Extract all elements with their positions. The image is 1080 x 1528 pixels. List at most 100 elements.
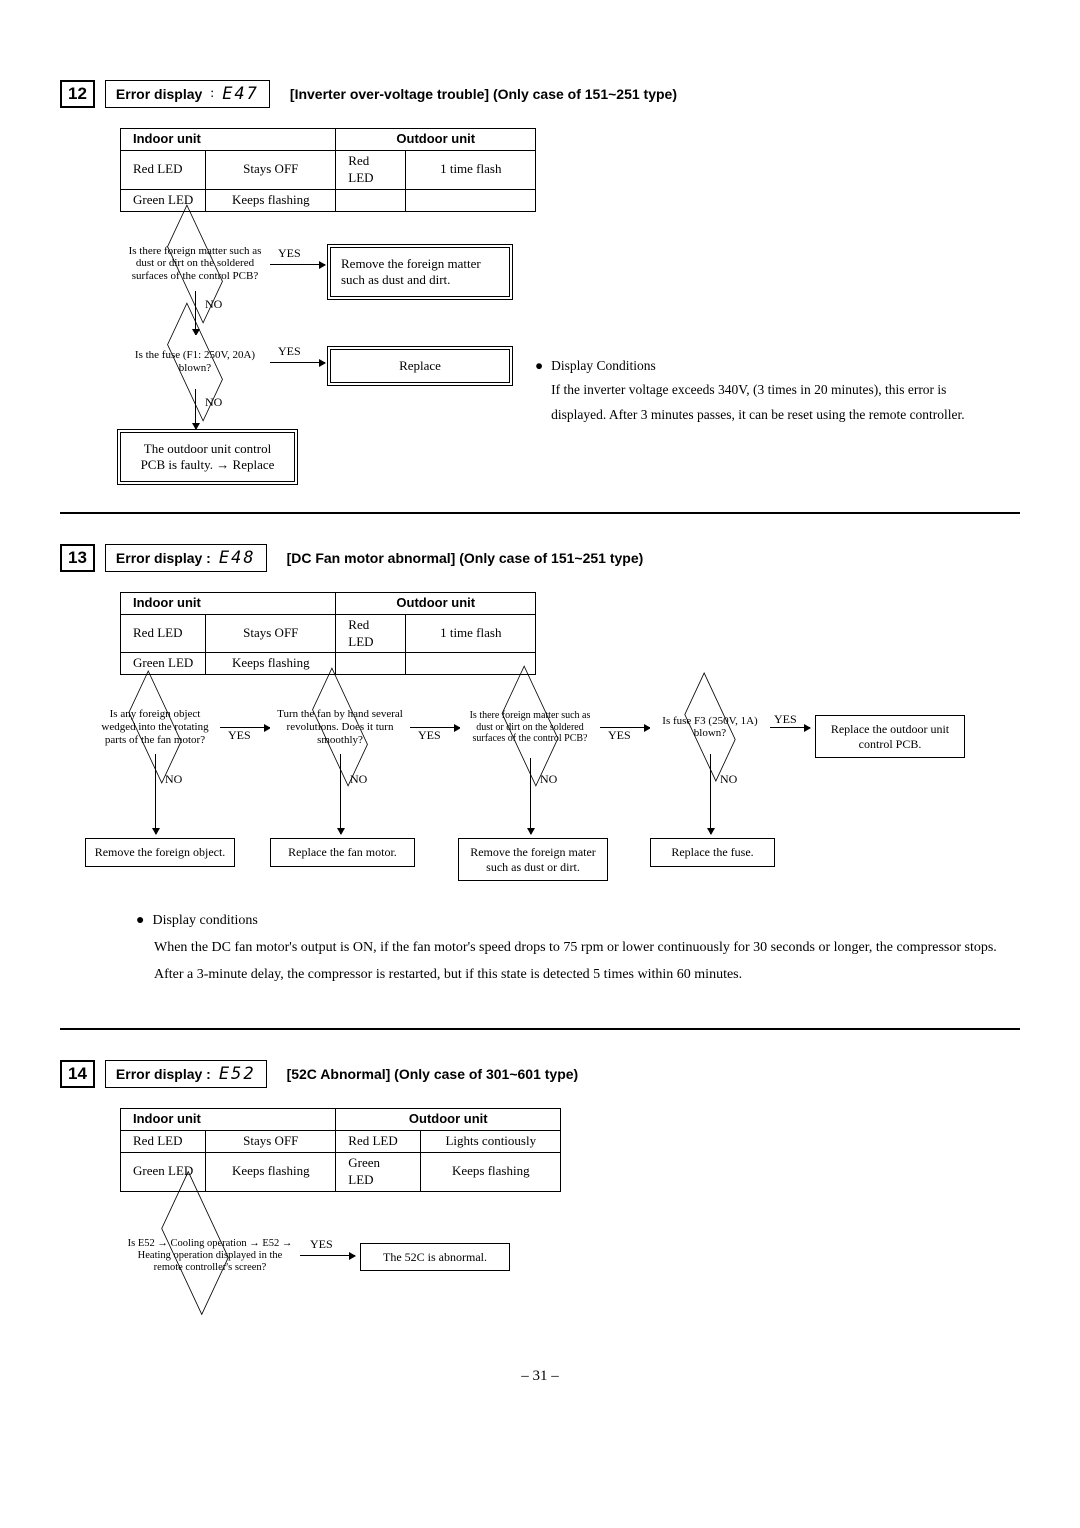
bullet-icon: ● [136,908,144,935]
action-replace-fan-motor: Replace the fan motor. [270,838,415,866]
error-label: Error display : [116,549,211,567]
yes-label: YES [228,728,251,744]
cond-body: When the DC fan motor's output is ON, if… [154,935,1020,988]
cell: 1 time flash [406,614,536,653]
decision-turn-fan: Turn the fan by hand several revolutions… [270,700,410,754]
yes-label: YES [418,728,441,744]
cell [336,653,406,675]
cell: Keeps flashing [206,1152,336,1191]
section-13: 13 Error display : E48 [DC Fan motor abn… [60,544,1020,988]
action-remove-object: Remove the foreign object. [85,838,235,866]
no-label: NO [205,297,222,313]
arrow [195,291,196,335]
cell: Green LED [121,189,206,211]
cell [336,189,406,211]
yes-label: YES [608,728,631,744]
no-label: NO [165,772,182,788]
no-label: NO [720,772,737,788]
cond-heading: Display conditions [152,908,257,935]
arrow [270,264,325,265]
th-indoor: Indoor unit [121,592,336,614]
section-13-header: 13 Error display : E48 [DC Fan motor abn… [60,544,1020,572]
error-code: E52 [219,1063,256,1085]
arrow [155,754,156,834]
error-code: E47 [222,83,259,105]
th-indoor: Indoor unit [121,1109,336,1131]
decision-object-wedged: Is any foreign object wedged into the ro… [90,700,220,754]
decision-text: Is any foreign object wedged into the ro… [96,708,214,746]
yes-label: YES [278,246,301,262]
th-outdoor: Outdoor unit [336,592,536,614]
th-outdoor: Outdoor unit [336,129,536,151]
cell: Red LED [121,1131,206,1153]
yes-label: YES [278,344,301,360]
cell: Green LED [336,1152,421,1191]
arrow [530,758,531,834]
led-table-12: Indoor unit Outdoor unit Red LED Stays O… [120,128,536,212]
cell: Green LED [121,1152,206,1191]
action-52c-abnormal: The 52C is abnormal. [360,1243,510,1271]
arrow [270,362,325,363]
decision-text: Turn the fan by hand several revolutions… [276,708,404,746]
led-table-13: Indoor unit Outdoor unit Red LED Stays O… [120,592,536,676]
error-label: Error display : [116,1065,211,1083]
no-label: NO [350,772,367,788]
section-number: 14 [60,1060,95,1088]
arrow [300,1255,355,1256]
cell: Red LED [121,150,206,189]
decision-text: Is fuse F3 (250V, 1A) blown? [656,715,764,740]
no-label: NO [205,395,222,411]
section-number: 12 [60,80,95,108]
separator [60,1028,1020,1030]
section-12: 12 Error display : E47 [Inverter over-vo… [60,80,1020,472]
colon: : [210,85,214,103]
section-14-header: 14 Error display : E52 [52C Abnormal] (O… [60,1060,1020,1088]
cell: Red LED [336,614,406,653]
arrow [340,754,341,834]
section-12-header: 12 Error display : E47 [Inverter over-vo… [60,80,1020,108]
decision-fuse-f3: Is fuse F3 (250V, 1A) blown? [650,700,770,754]
page-number: – 31 – [60,1367,1020,1387]
display-conditions: ● Display Conditions If the inverter vol… [535,357,965,427]
display-conditions-13: ● Display conditions When the DC fan mot… [136,908,1020,988]
th-indoor: Indoor unit [121,129,336,151]
error-title: [DC Fan motor abnormal] (Only case of 15… [287,549,644,567]
cell: 1 time flash [406,150,536,189]
led-table-14: Indoor unit Outdoor unit Red LED Stays O… [120,1108,561,1192]
action-replace-pcb: Replace the outdoor unit control PCB. [815,715,965,758]
cell: Stays OFF [206,150,336,189]
th-outdoor: Outdoor unit [336,1109,561,1131]
cell: Stays OFF [206,1131,336,1153]
arrow [195,389,196,429]
error-display-box: Error display : E47 [105,80,270,108]
cell [406,653,536,675]
error-title: [52C Abnormal] (Only case of 301~601 typ… [287,1065,579,1083]
cell: Stays OFF [206,614,336,653]
action-remove-dust: Remove the foreign mater such as dust or… [458,838,608,881]
flowchart-14: Is E52 → Cooling operation → E52 → Heati… [120,1217,1020,1317]
cond-body: If the inverter voltage exceeds 340V, (3… [551,378,965,427]
action-pcb-faulty: The outdoor unit control PCB is faulty. … [120,432,295,483]
cell: Green LED [121,653,206,675]
error-display-box: Error display : E52 [105,1060,267,1088]
decision-e52-remote: Is E52 → Cooling operation → E52 → Heati… [120,1217,300,1295]
no-label: NO [540,772,557,788]
yes-label: YES [310,1237,333,1253]
decision-foreign-matter-pcb: Is there foreign matter such as dust or … [460,695,600,759]
cond-heading: Display Conditions [551,357,965,375]
cell: Keeps flashing [421,1152,561,1191]
cell [406,189,536,211]
flowchart-13: Is any foreign object wedged into the ro… [90,700,1020,890]
separator [60,512,1020,514]
decision-text: Is the fuse (F1: 250V, 20A) blown? [126,349,264,374]
yes-label: YES [774,712,797,728]
section-number: 13 [60,544,95,572]
action-remove-matter: Remove the foreign matter such as dust a… [330,247,510,298]
decision-text: Is there foreign matter such as dust or … [126,245,264,283]
decision-foreign-matter: Is there foreign matter such as dust or … [120,237,270,291]
flowchart-12: Is there foreign matter such as dust or … [120,237,1020,472]
arrow [710,754,711,834]
error-label: Error display [116,85,202,103]
bullet-icon: ● [535,357,543,427]
decision-text: Is E52 → Cooling operation → E52 → Heati… [126,1238,294,1274]
